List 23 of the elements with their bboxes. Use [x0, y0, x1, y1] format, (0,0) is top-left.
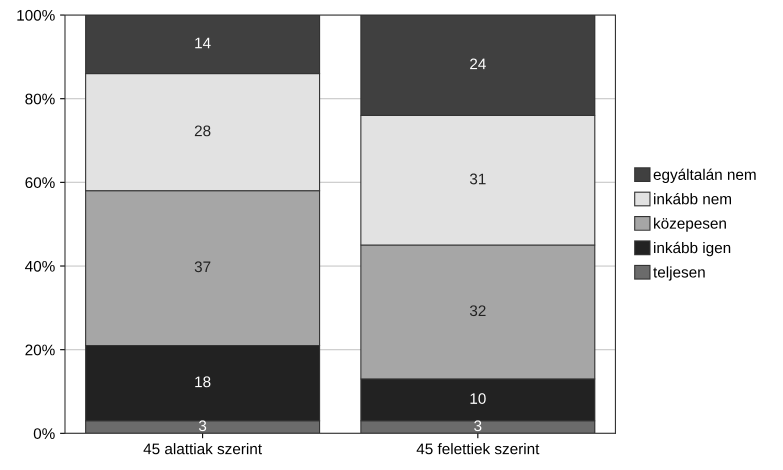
y-tick-label: 100%	[17, 10, 55, 21]
y-tick-label: 60%	[25, 177, 55, 188]
legend-label: közepesen	[654, 218, 726, 232]
data-label: 3	[198, 420, 206, 432]
data-label: 28	[194, 125, 210, 136]
y-tick-label: 20%	[25, 344, 55, 356]
x-tick-label: 45 alattiak szerint	[144, 443, 262, 454]
x-tick-label: 45 felettiek szerint	[416, 443, 540, 454]
y-tick-label: 40%	[25, 260, 55, 272]
data-label: 31	[470, 174, 486, 184]
y-tick-label: 80%	[25, 94, 55, 104]
data-label: 14	[195, 38, 211, 48]
data-label: 37	[194, 261, 210, 272]
data-label: 3	[474, 420, 482, 432]
legend-label: inkább igen	[654, 242, 730, 256]
data-label: 24	[470, 58, 486, 70]
legend-label: egyáltalán nem	[654, 168, 756, 183]
data-label: 10	[470, 393, 486, 404]
legend-label: teljesen	[653, 266, 705, 281]
legend-label: inkább nem	[654, 192, 732, 204]
data-label: 32	[470, 305, 486, 316]
data-label: 18	[195, 376, 210, 388]
y-tick-label: 0%	[34, 428, 55, 440]
